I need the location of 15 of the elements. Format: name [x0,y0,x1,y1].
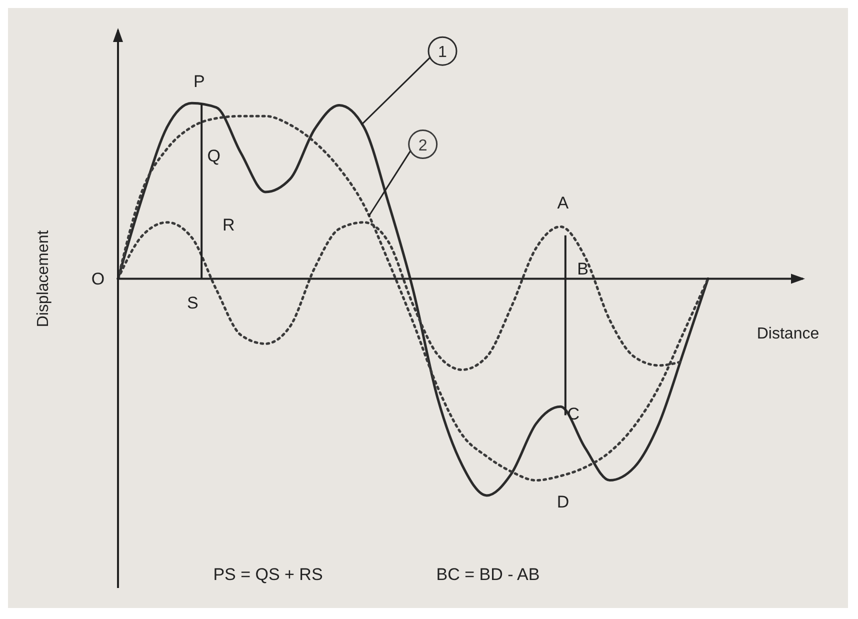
text: BC = BD - AB [436,565,540,584]
annotation: C [567,404,580,424]
text: O [91,270,105,289]
text: 1 [438,44,448,62]
text: PS = QS + RS [213,565,323,584]
annotation: A [557,193,570,212]
annotation: D [556,492,570,512]
text: 2 [418,137,428,154]
annotation: R [222,216,235,235]
annotation: S [186,294,198,313]
x-axis-title: Distance [756,326,820,343]
text: P [193,72,205,92]
annotation: Q [207,146,220,166]
y-axis-title: Displacement [35,230,52,328]
annotation: B [577,260,588,279]
